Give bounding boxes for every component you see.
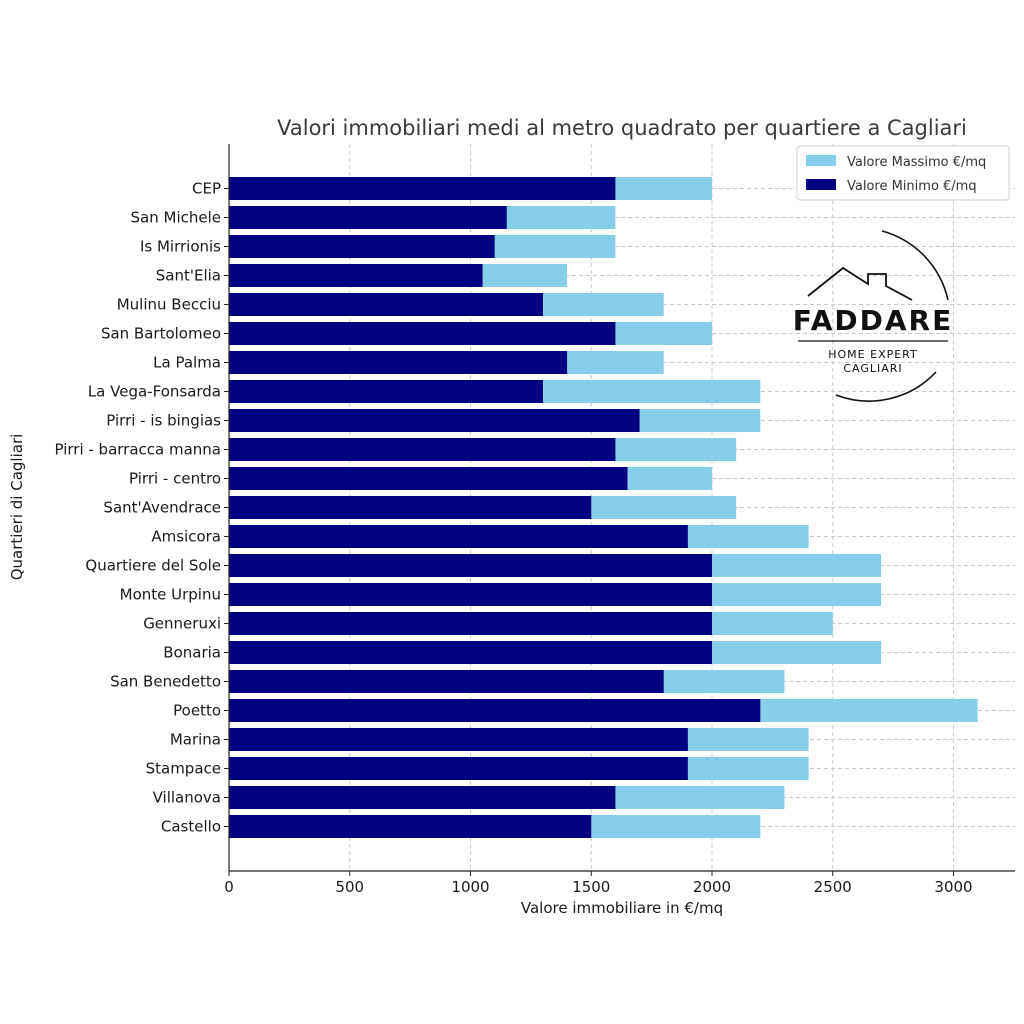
category-label-8: Pirri - is bingias [106, 412, 221, 430]
category-label-18: Poetto [173, 702, 221, 720]
logo-tagline-1: HOME EXPERT [828, 348, 918, 361]
category-label-14: Monte Urpinu [120, 586, 221, 604]
bar-min-15 [229, 612, 712, 635]
legend-label-min: Valore Minimo €/mq [847, 179, 977, 194]
category-label-22: Castello [161, 818, 221, 836]
house-roof-icon [807, 266, 913, 301]
category-label-16: Bonaria [163, 644, 221, 662]
faddare-logo: FADDARE HOME EXPERT CAGLIARI [793, 230, 953, 402]
category-label-19: Marina [170, 731, 221, 749]
bars [229, 177, 978, 838]
logo-arc-top [881, 230, 949, 301]
category-label-3: Sant'Elia [156, 267, 221, 285]
category-label-20: Stampace [146, 760, 221, 778]
x-tick-label-1: 500 [335, 878, 364, 896]
bar-min-16 [229, 641, 712, 664]
x-tick-labels: 0 500 1000 1500 2000 2500 3000 [224, 871, 973, 896]
bar-min-3 [229, 264, 483, 287]
category-label-13: Quartiere del Sole [85, 557, 221, 575]
y-axis-label: Quartieri di Cagliari [8, 434, 26, 581]
legend-box [796, 145, 1010, 201]
category-label-1: San Michele [131, 209, 221, 227]
x-tick-label-5: 2500 [814, 878, 852, 896]
x-tick-label-3: 1500 [572, 878, 610, 896]
logo-tagline-2: CAGLIARI [843, 362, 902, 375]
bar-min-6 [229, 351, 568, 374]
logo-brand: FADDARE [793, 304, 953, 337]
bar-min-11 [229, 496, 592, 519]
bar-min-5 [229, 322, 616, 345]
bar-min-10 [229, 467, 628, 490]
category-labels: CEP San Michele Is Mirrionis Sant'Elia Mulin… [54, 180, 229, 836]
category-label-15: Genneruxi [143, 615, 221, 633]
category-label-11: Sant'Avendrace [103, 499, 221, 517]
legend-swatch-min [806, 179, 836, 190]
bar-min-2 [229, 235, 495, 258]
legend-label-max: Valore Massimo €/mq [847, 155, 986, 170]
category-label-12: Amsicora [151, 528, 221, 546]
bar-min-14 [229, 583, 712, 606]
legend-swatch-max [806, 155, 836, 166]
category-label-17: San Benedetto [110, 673, 221, 691]
x-tick-label-6: 3000 [934, 878, 972, 896]
category-label-7: La Vega-Fonsarda [88, 383, 221, 401]
x-tick-label-4: 2000 [693, 878, 731, 896]
category-label-4: Mulinu Becciu [117, 296, 221, 314]
bar-min-19 [229, 728, 688, 751]
bar-min-22 [229, 815, 592, 838]
bar-min-4 [229, 293, 543, 316]
bar-min-13 [229, 554, 712, 577]
bar-min-9 [229, 438, 616, 461]
bar-min-1 [229, 206, 507, 229]
category-label-2: Is Mirrionis [140, 238, 221, 256]
bar-min-8 [229, 409, 640, 432]
bar-min-21 [229, 786, 616, 809]
category-label-10: Pirri - centro [129, 470, 221, 488]
category-label-6: La Palma [153, 354, 221, 372]
category-label-5: San Bartolomeo [101, 325, 221, 343]
bar-min-7 [229, 380, 543, 403]
bar-min-0 [229, 177, 616, 200]
category-label-9: Pirri - barracca manna [54, 441, 221, 459]
bar-min-20 [229, 757, 688, 780]
logo-arc-bottom [835, 371, 937, 402]
category-label-21: Villanova [153, 789, 221, 807]
x-tick-label-2: 1000 [451, 878, 489, 896]
bar-min-12 [229, 525, 688, 548]
bar-min-18 [229, 699, 761, 722]
category-label-0: CEP [192, 180, 221, 198]
chart-title: Valori immobiliari medi al metro quadrat… [277, 116, 967, 140]
bar-min-17 [229, 670, 664, 693]
legend: Valore Massimo €/mq Valore Minimo €/mq [796, 145, 1010, 201]
x-tick-label-0: 0 [224, 878, 234, 896]
x-axis-label: Valore immobiliare in €/mq [521, 899, 723, 917]
